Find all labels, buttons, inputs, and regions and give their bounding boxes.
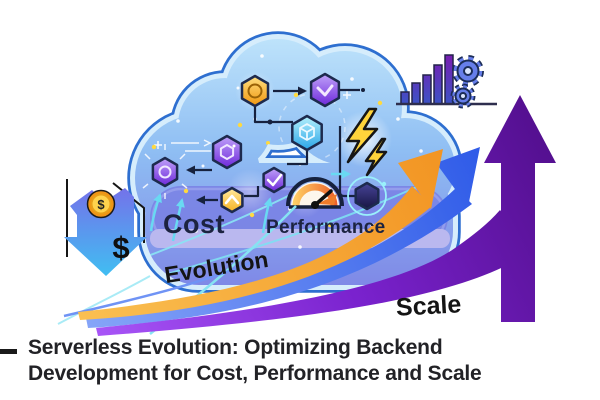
hexagon-node-orange-circle-icon xyxy=(240,74,270,108)
lightning-bolt-icon xyxy=(364,137,388,177)
hex-sparkle-rays xyxy=(142,144,188,199)
cost-label: Cost xyxy=(163,209,225,239)
down-arrow-icon xyxy=(64,188,147,276)
hexagon-node-teal-cube-icon xyxy=(291,114,323,152)
scale-label: Scale xyxy=(395,290,463,322)
gear-icon xyxy=(452,55,484,87)
title-line-1: Serverless Evolution: Optimizing Backend xyxy=(28,336,443,359)
hexagon-network xyxy=(151,72,380,214)
hexagon-node-purple-hexagon-icon xyxy=(211,134,243,170)
growth-arrow-orange xyxy=(78,149,443,320)
lightning-bolt-icon xyxy=(345,107,379,164)
hexagon-node-purple-circle-icon xyxy=(151,156,179,188)
growth-arrow-purple xyxy=(96,95,556,336)
gear-icon xyxy=(450,83,476,109)
title-dash-bullet xyxy=(0,349,17,354)
gauge-icon xyxy=(286,177,344,209)
cyan-ring-dot xyxy=(381,181,387,187)
page-title: Serverless Evolution: Optimizing Backend… xyxy=(28,335,482,387)
hexagon-node-purple-check-icon xyxy=(309,72,341,108)
dash-marks xyxy=(171,139,212,152)
dollar-symbol: $ xyxy=(112,230,129,265)
cyan-up-arrows xyxy=(149,169,351,242)
coin-dollar-glyph: $ xyxy=(97,197,105,212)
connector-dot xyxy=(361,88,365,92)
performance-label: Performance xyxy=(266,217,386,238)
lightning-bolt-icons xyxy=(345,107,388,177)
cyan-ring xyxy=(347,176,387,216)
growth-arrow-blue xyxy=(86,147,480,328)
hexagon-node-navy-icon xyxy=(354,181,380,211)
cost-drop-group: $ $ xyxy=(64,179,147,276)
hexagon-node-yellow-caret-icon xyxy=(220,186,244,214)
title-line-2: Development for Cost, Performance and Sc… xyxy=(28,362,482,385)
connector-dot xyxy=(267,119,273,125)
bar-chart-icon xyxy=(396,54,497,106)
coin-icon: $ xyxy=(86,189,116,219)
hexagon-node-purple-check-small-icon xyxy=(262,166,286,194)
